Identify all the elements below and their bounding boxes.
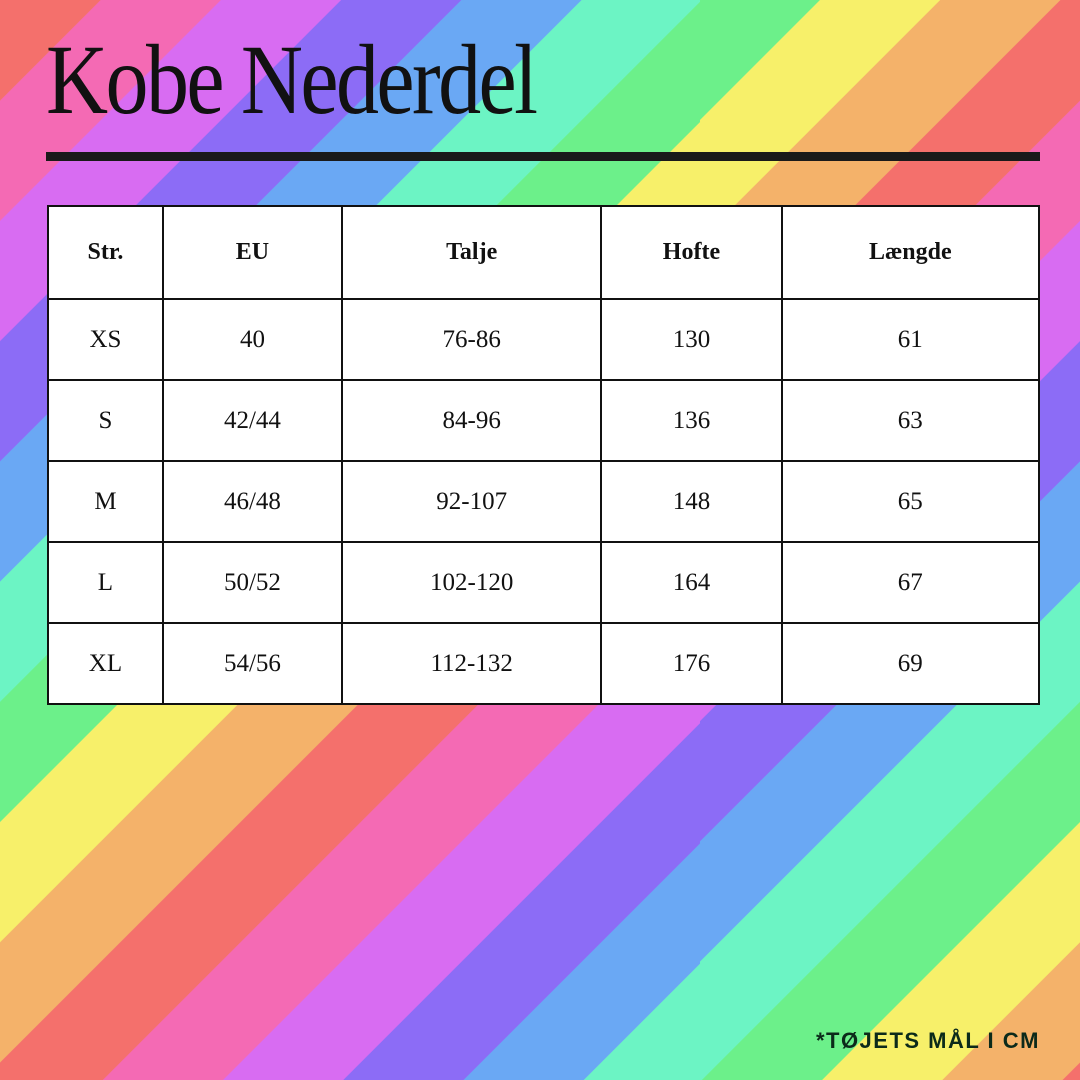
cell-length: 61 [780, 298, 1041, 381]
table-row: L 50/52 102-120 164 67 [47, 541, 1041, 624]
page-title: Kobe Nederdel [46, 24, 538, 135]
cell-size: M [47, 460, 164, 543]
cell-hip: 136 [600, 379, 783, 462]
table-row: XL 54/56 112-132 176 69 [47, 622, 1041, 705]
cell-eu: 46/48 [161, 460, 344, 543]
cell-length: 63 [780, 379, 1041, 462]
cell-waist: 112-132 [341, 622, 603, 705]
table-row: M 46/48 92-107 148 65 [47, 460, 1041, 543]
table-row: XS 40 76-86 130 61 [47, 298, 1041, 381]
cell-length: 67 [780, 541, 1041, 624]
cell-eu: 54/56 [161, 622, 344, 705]
cell-hip: 148 [600, 460, 783, 543]
cell-eu: 40 [161, 298, 344, 381]
size-table: Str. EU Talje Hofte Længde XS 40 76-86 130 6… [47, 205, 1041, 705]
cell-size: L [47, 541, 164, 624]
measurement-note: *TØJETS MÅL I CM [815, 1028, 1040, 1053]
cell-eu: 42/44 [161, 379, 344, 462]
header-hip: Hofte [600, 205, 783, 300]
cell-size: XL [47, 622, 164, 705]
cell-hip: 164 [600, 541, 783, 624]
table-header-row: Str. EU Talje Hofte Længde [47, 205, 1041, 300]
cell-waist: 84-96 [341, 379, 603, 462]
header-length: Længde [780, 205, 1041, 300]
title-divider [46, 152, 1040, 161]
cell-hip: 176 [600, 622, 783, 705]
cell-size: XS [47, 298, 164, 381]
header-size: Str. [47, 205, 164, 300]
header-waist: Talje [341, 205, 603, 300]
cell-waist: 102-120 [341, 541, 603, 624]
cell-waist: 92-107 [341, 460, 603, 543]
cell-hip: 130 [600, 298, 783, 381]
cell-eu: 50/52 [161, 541, 344, 624]
table-row: S 42/44 84-96 136 63 [47, 379, 1041, 462]
cell-length: 69 [780, 622, 1041, 705]
cell-size: S [47, 379, 164, 462]
cell-length: 65 [780, 460, 1041, 543]
header-eu: EU [161, 205, 344, 300]
cell-waist: 76-86 [341, 298, 603, 381]
